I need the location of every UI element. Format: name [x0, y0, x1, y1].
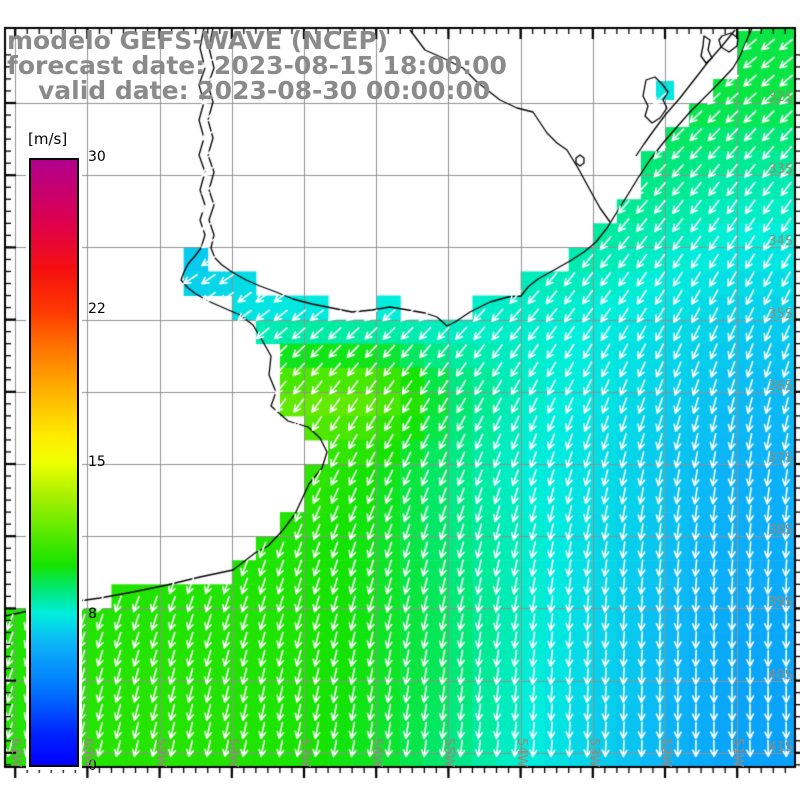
- lon-label: 59W: [152, 738, 168, 768]
- lon-label: 52W: [658, 738, 673, 768]
- lon-label: 56W: [369, 738, 385, 768]
- lon-label: 61W: [8, 738, 24, 768]
- lon-label: 57W: [297, 738, 312, 768]
- colorbar-tick-label: 22: [88, 301, 106, 318]
- colorbar: [29, 158, 79, 767]
- colorbar-tick-label: 0: [88, 758, 97, 774]
- lon-label: 60W: [80, 738, 96, 768]
- title-block: modelo GEFS-WAVE (NCEP) forecast date: 2…: [7, 28, 507, 103]
- forecast-date: forecast date: 2023-08-15 18:00:00: [7, 51, 507, 80]
- colorbar-tick-label: 15: [88, 453, 106, 470]
- lon-label: 54W: [513, 738, 529, 768]
- lat-label: 35S: [768, 306, 793, 322]
- lon-label: 55W: [441, 738, 457, 768]
- lat-label: 39S: [768, 595, 793, 611]
- lat-label: 32S: [768, 90, 793, 105]
- lat-label: 33S: [768, 162, 793, 178]
- valid-date: valid date: 2023-08-30 00:00:00: [38, 76, 491, 105]
- lat-label: 41S: [768, 739, 793, 755]
- lon-label: 58W: [224, 738, 240, 768]
- colorbar-unit-label: [m/s]: [28, 130, 68, 148]
- colorbar-tick-label: 30: [88, 149, 106, 165]
- lon-label: 51W: [730, 738, 746, 768]
- model-title: modelo GEFS-WAVE (NCEP): [7, 26, 389, 55]
- lat-label: 40S: [768, 667, 793, 683]
- colorbar-tick-label: 8: [88, 605, 97, 622]
- lat-label: 36S: [768, 378, 793, 394]
- lat-label: 38S: [768, 523, 793, 539]
- lat-label: 34S: [768, 234, 793, 250]
- lon-label: 53W: [585, 738, 601, 768]
- lat-label: 37S: [768, 451, 793, 466]
